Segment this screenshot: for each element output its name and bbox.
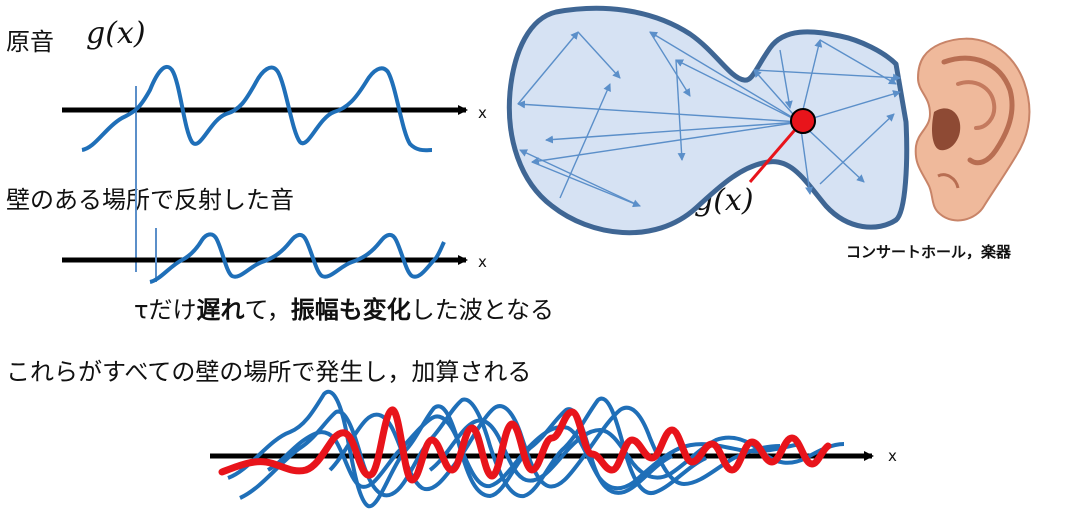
original-wave (81, 64, 433, 153)
reflected-wave-group (62, 228, 468, 284)
ray-18 (519, 149, 641, 207)
original-sound-label: 原音 (6, 28, 54, 56)
reflected-sound-label: 壁のある場所で反射した音 (6, 186, 294, 214)
ray-6 (531, 121, 801, 165)
delay-bold-amplitude: 振幅も変化 (290, 296, 411, 324)
delay-bold-late: 遅れ (196, 296, 245, 324)
ray-20 (779, 49, 793, 109)
ray-17 (545, 121, 801, 144)
g-x-label-top: g(x) (86, 16, 146, 51)
sound-source-dot (790, 108, 816, 134)
summation-label: これらがすべての壁の場所で発生し，加算される (6, 358, 532, 386)
red-wave (218, 406, 832, 484)
ray-8 (675, 59, 801, 123)
original-wave-group (62, 64, 468, 272)
ray-4 (649, 31, 801, 123)
delay-prefix: だけ (148, 296, 197, 324)
hall-caption: コンサートホール，楽器 (846, 243, 1012, 261)
delay-description: τだけ遅れて，振幅も変化した波となる (134, 290, 554, 325)
ray-11 (753, 69, 901, 82)
ray-14 (799, 90, 901, 123)
blue-wave-b (239, 396, 707, 500)
ray-13 (819, 39, 897, 85)
ray-21 (819, 113, 895, 185)
ray-5 (649, 31, 691, 97)
tau-symbol: τ (134, 296, 149, 324)
concert-hall-group (506, 5, 910, 236)
reflected-wave (149, 232, 446, 284)
ray-15 (799, 121, 865, 183)
source-pointer-line (748, 123, 802, 183)
axis-x-label-2: x (478, 253, 487, 271)
ray-3 (577, 31, 621, 79)
axis-x-label-1: x (478, 104, 487, 122)
ray-19 (559, 83, 611, 199)
axis-x-label-3: x (888, 447, 897, 465)
delay-suffix: した波となる (410, 296, 555, 324)
ray-7 (531, 161, 641, 208)
superposition-group (210, 390, 874, 509)
ear-icon (914, 37, 1031, 222)
delay-mid: て， (244, 296, 291, 324)
ray-16 (799, 121, 813, 195)
ray-9 (675, 59, 686, 161)
ray-10 (753, 69, 801, 123)
ray-1 (517, 100, 801, 123)
ray-2 (517, 31, 579, 105)
